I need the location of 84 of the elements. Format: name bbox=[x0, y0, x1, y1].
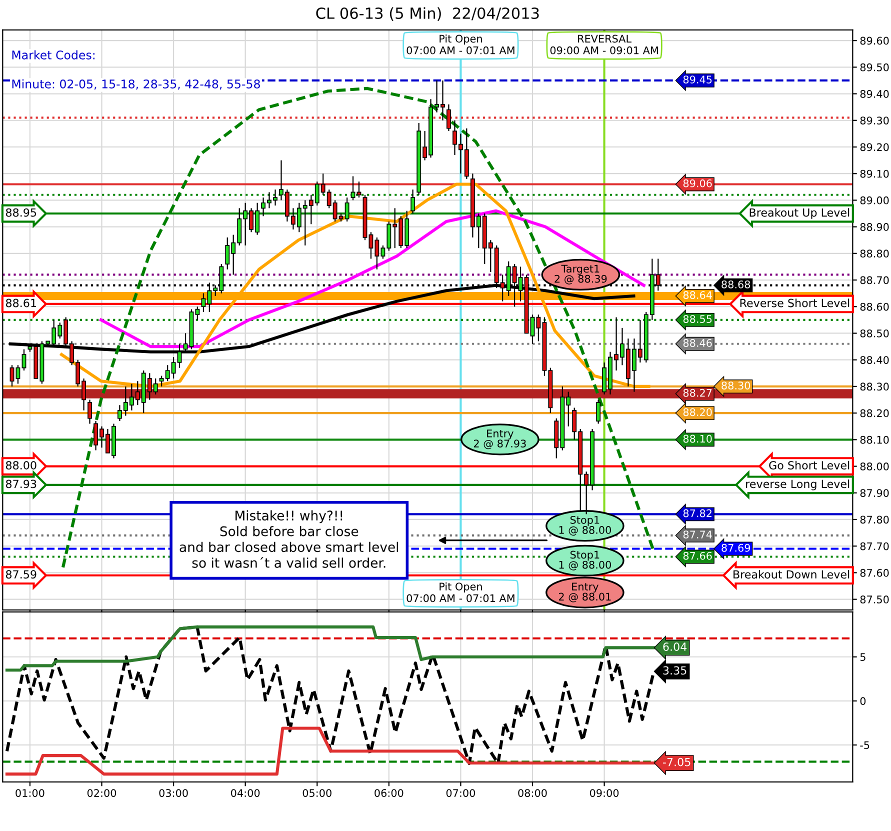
y-tick-label: 88.20 bbox=[860, 409, 889, 418]
chart-title: CL 06-13 (5 Min) 22/04/2013 bbox=[316, 7, 539, 21]
candlestick bbox=[88, 399, 92, 424]
annotation: 88.00 bbox=[6, 461, 36, 470]
y-tick-label: 88.60 bbox=[860, 302, 889, 311]
band-label: 88.27 bbox=[683, 388, 712, 397]
x-tick-label: 02:00 bbox=[87, 789, 116, 797]
candlestick bbox=[10, 364, 14, 388]
y-tick-label: 88.10 bbox=[860, 436, 889, 444]
y-tick-label: 87.80 bbox=[860, 516, 889, 524]
ref-line-label: REVERSAL 09:00 AM - 09:01 AM bbox=[550, 34, 658, 54]
ref-line-label: 87.74 bbox=[683, 530, 712, 538]
y-tick-label: 88.70 bbox=[860, 276, 889, 284]
ref-line-label: 88.10 bbox=[683, 434, 712, 443]
annotation: Entry 2 @ 88.01 bbox=[558, 582, 611, 602]
ref-line-label: Breakout Down Level bbox=[734, 570, 850, 579]
ref-line-label: 88.30 bbox=[722, 382, 750, 390]
ref-line-label: 88.55 bbox=[683, 315, 712, 323]
data-label: 3.35 bbox=[663, 666, 686, 675]
candlestick bbox=[596, 399, 601, 424]
x-tick-label: 03:00 bbox=[159, 789, 188, 797]
x-tick-label: 09:00 bbox=[590, 789, 619, 797]
y-tick-label: 88.30 bbox=[860, 382, 889, 391]
y-tick-label: -5 bbox=[860, 741, 870, 750]
x-tick-label: 07:00 bbox=[446, 789, 476, 797]
x-tick-label: 01:00 bbox=[16, 789, 44, 797]
y-tick-label: 87.70 bbox=[860, 542, 889, 550]
candlestick bbox=[16, 364, 20, 384]
ref-line-label: Reverse Short Level bbox=[740, 298, 850, 308]
annotation: 88.61 bbox=[6, 298, 36, 308]
y-tick-label: 88.90 bbox=[860, 223, 889, 231]
annotation: Minute: 02-05, 15-18, 28-35, 42-48, 55-58 bbox=[12, 79, 260, 90]
line-series bbox=[100, 209, 646, 348]
candlestick bbox=[410, 189, 416, 214]
annotation: Entry 2 @ 87.93 bbox=[474, 430, 526, 450]
data-label: 6.04 bbox=[663, 642, 687, 651]
annotation: Mistake!! why?!! Sold before bar close and bar closed above smart level so it wasn´t a valid sell order. bbox=[180, 510, 398, 568]
candlestick bbox=[446, 104, 451, 132]
band-label: 88.64 bbox=[683, 291, 712, 300]
annotation: Pit Open 07:00 AM - 07:01 AM bbox=[406, 582, 514, 602]
candlestick bbox=[356, 181, 362, 198]
ref-line-label: 87.82 bbox=[683, 509, 712, 518]
candlestick bbox=[344, 196, 350, 222]
annotation: 87.59 bbox=[6, 570, 36, 579]
ref-line-label: 89.06 bbox=[683, 179, 712, 188]
y-tick-label: 89.30 bbox=[860, 116, 889, 124]
annotation: Stop1 1 @ 88.00 bbox=[559, 550, 611, 570]
y-tick-label: 0 bbox=[860, 697, 866, 706]
ref-line-label: 87.66 bbox=[683, 552, 712, 560]
ref-line-label: reverse Long Level bbox=[746, 480, 850, 490]
y-tick-label: 88.40 bbox=[860, 356, 889, 364]
annotation: 87.93 bbox=[6, 480, 36, 488]
data-label: -7.05 bbox=[662, 758, 690, 766]
y-tick-label: 89.40 bbox=[860, 90, 889, 98]
ref-line-label: 88.20 bbox=[683, 408, 712, 416]
x-tick-label: 05:00 bbox=[302, 789, 332, 797]
y-tick-label: 89.00 bbox=[860, 196, 889, 204]
y-tick-label: 89.50 bbox=[860, 63, 889, 72]
y-tick-label: 89.60 bbox=[860, 36, 889, 45]
y-tick-label: 89.10 bbox=[860, 170, 889, 178]
y-tick-label: 5 bbox=[860, 653, 866, 661]
annotation: Market Codes: bbox=[12, 50, 94, 60]
y-tick-label: 89.20 bbox=[860, 143, 889, 152]
ref-line-label: Breakout Up Level bbox=[750, 208, 850, 219]
x-tick-label: 08:00 bbox=[518, 789, 547, 797]
x-tick-label: 04:00 bbox=[231, 789, 260, 797]
ref-line-label: 88.68 bbox=[722, 280, 750, 288]
ref-line-label: 89.45 bbox=[683, 76, 712, 84]
ref-line-label: 88.46 bbox=[683, 339, 712, 347]
x-tick-label: 06:00 bbox=[374, 789, 404, 797]
y-tick-label: 87.90 bbox=[860, 489, 889, 497]
y-tick-label: 88.00 bbox=[860, 462, 889, 470]
ref-line-label: 87.69 bbox=[722, 544, 750, 552]
annotation: 88.95 bbox=[6, 208, 36, 217]
y-tick-label: 87.50 bbox=[860, 596, 889, 604]
ref-line-label: Go Short Level bbox=[769, 460, 850, 470]
candlestick bbox=[350, 176, 356, 201]
annotation: Target1 2 @ 88.39 bbox=[554, 264, 607, 284]
candlestick bbox=[22, 348, 26, 372]
y-tick-label: 88.50 bbox=[860, 329, 889, 338]
annotation: Stop1 1 @ 88.00 bbox=[559, 516, 611, 536]
ref-line-label: Pit Open 07:00 AM - 07:01 AM bbox=[406, 34, 514, 54]
y-tick-label: 87.60 bbox=[860, 568, 889, 577]
y-tick-label: 88.80 bbox=[860, 250, 889, 258]
